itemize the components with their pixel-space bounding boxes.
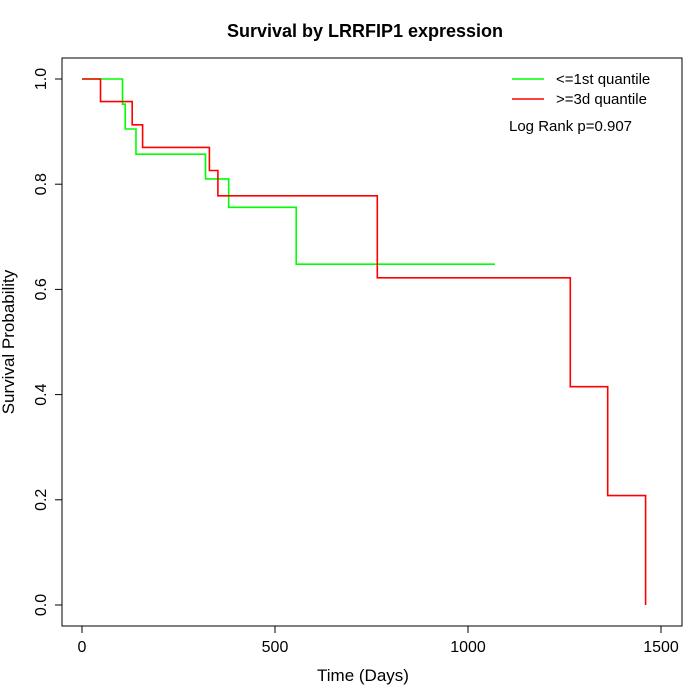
x-axis-label: Time (Days) [317,666,409,685]
series-line-1 [82,78,647,605]
legend-label-1: >=3d quantile [556,91,647,108]
x-tick-label: 0 [78,639,87,656]
chart-title: Survival by LRRFIP1 expression [227,21,503,41]
y-tick-label: 0.0 [33,594,50,616]
legend-label-0: <=1st quantile [556,71,650,88]
x-tick-label: 1000 [450,639,486,656]
legend: <=1st quantile >=3d quantile [512,71,650,108]
log-rank-annotation: Log Rank p=0.907 [509,118,632,135]
y-axis: 0.0 0.2 0.4 0.6 0.8 1.0 [33,68,63,616]
y-tick-label: 1.0 [33,68,50,90]
y-tick-label: 0.2 [33,489,50,511]
series-line-0 [82,78,495,266]
x-tick-label: 1500 [643,639,679,656]
y-axis-label: Survival Probability [0,269,18,414]
plot-frame [61,57,683,627]
y-tick-label: 0.4 [33,383,50,405]
series-layer [82,78,647,605]
x-tick-label: 500 [262,639,289,656]
y-tick-label: 0.6 [33,278,50,300]
y-tick-label: 0.8 [33,173,50,195]
x-axis: 0 500 1000 1500 [78,625,679,656]
